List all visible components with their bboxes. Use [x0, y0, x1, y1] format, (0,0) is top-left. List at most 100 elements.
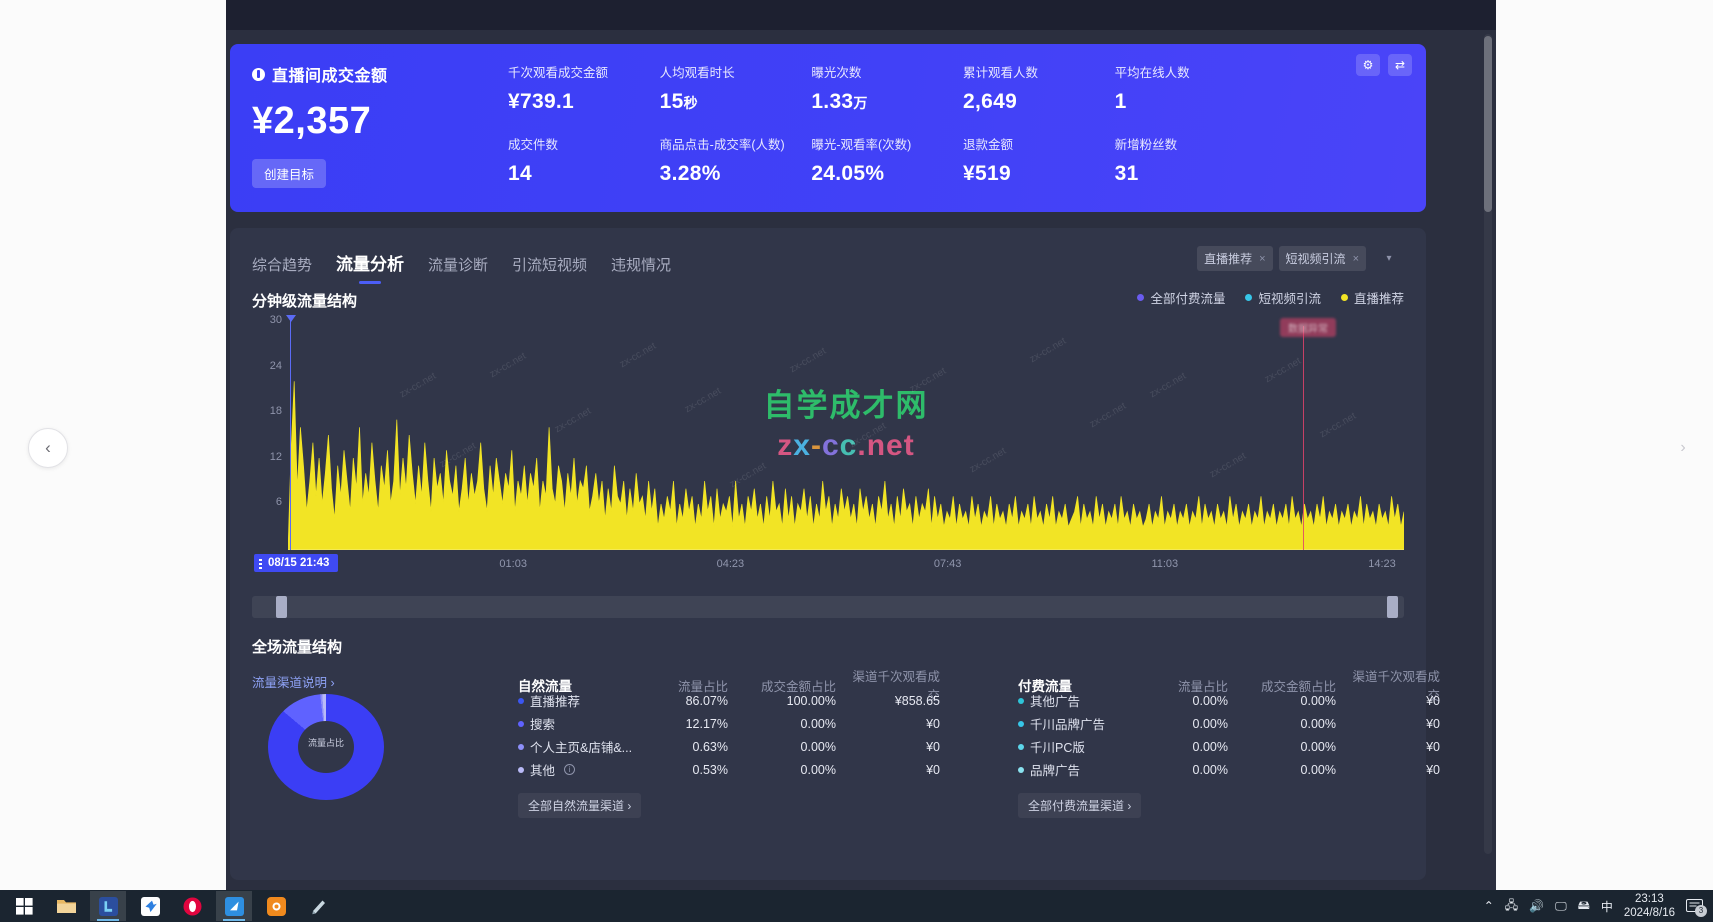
kpi-value: 14 [508, 162, 532, 185]
notifications-icon[interactable]: 3 [1686, 898, 1707, 917]
volume-icon[interactable]: 🔊 [1529, 899, 1545, 913]
browser-icon[interactable] [216, 891, 252, 921]
x-axis-tick: 07:43 [933, 558, 962, 570]
chevron-left-icon[interactable]: ‹ [28, 428, 68, 468]
kpi-item: 新增粉丝数 31 [1115, 138, 1261, 210]
window-titlebar [226, 0, 1496, 30]
kpi-item: 商品点击-成交率(人数) 3.28% [660, 138, 806, 210]
create-goal-button[interactable]: 创建目标 [252, 159, 327, 188]
orange-app-icon[interactable] [258, 891, 294, 921]
filter-tag-list: 直播推荐 × 短视频引流 × ▾ [1197, 246, 1406, 271]
close-icon[interactable]: × [1352, 252, 1359, 265]
tab-traffic-diagnosis[interactable]: 流量诊断 [428, 257, 489, 274]
filter-tag[interactable]: 短视频引流 × [1278, 246, 1366, 271]
series-color-swatch [1018, 697, 1024, 704]
info-dot-icon [252, 67, 265, 81]
channel-name: 其他广告 [1018, 691, 1150, 710]
kpi-value: ¥739.1 [508, 90, 575, 113]
file-explorer-icon[interactable] [48, 891, 84, 921]
kpi-value: 24.05% [811, 162, 885, 185]
minute-traffic-chart[interactable]: 6 12 18 24 30 自学成才网 zx-cc.net 数据异常 zx-cc.net… [252, 314, 1404, 572]
traffic-share-donut: 流量占比 [268, 694, 384, 800]
notes-icon[interactable] [300, 891, 336, 921]
gmv-share: 0.00% [800, 716, 836, 731]
window-scrollbar-thumb[interactable] [1484, 36, 1492, 212]
info-icon[interactable]: i [564, 764, 576, 775]
traffic-share: 86.07% [685, 693, 728, 708]
opera-icon[interactable] [174, 891, 210, 921]
chart-baseline [288, 549, 1404, 550]
chart-cursor-badge[interactable]: 08/15 21:43 [254, 554, 339, 572]
channel-note-link[interactable]: 流量渠道说明 › [252, 676, 335, 690]
app-blue-icon[interactable] [132, 891, 168, 921]
kpi-label: 曝光次数 [811, 66, 862, 80]
range-handle-left[interactable] [276, 596, 287, 618]
gmv-share: 0.00% [800, 762, 836, 777]
table-row: 直播推荐 86.07% 100.00% ¥858.65 [518, 689, 948, 712]
series-color-swatch [1018, 720, 1024, 727]
y-axis-tick: 6 [275, 496, 282, 509]
table-row: 个人主页&店铺&... 0.63% 0.00% ¥0 [518, 735, 948, 758]
chart-range-slider[interactable] [252, 596, 1404, 618]
tab-short-video[interactable]: 引流短视频 [512, 257, 588, 274]
all-natural-channels-link[interactable]: 全部自然流量渠道 › [518, 793, 642, 818]
network-icon[interactable]: 🖧 [1504, 897, 1519, 912]
y-axis-tick: 30 [269, 314, 282, 326]
tab-violations[interactable]: 违规情况 [611, 257, 672, 274]
legend-label: 短视频引流 [1258, 292, 1321, 306]
column-header: 渠道千次观看成交 [1352, 670, 1440, 703]
filter-tag-label: 短视频引流 [1285, 252, 1346, 266]
range-handle-right[interactable] [1387, 596, 1398, 618]
ime-indicator[interactable]: 中 [1600, 899, 1613, 914]
clock-date: 2024/8/16 [1623, 907, 1675, 919]
all-paid-channels-link[interactable]: 全部付费流量渠道 › [1018, 793, 1142, 818]
x-axis-tick: 14:23 [1368, 558, 1396, 570]
channel-name: 品牌广告 [1018, 760, 1150, 779]
series-color-swatch [1018, 766, 1024, 773]
kpi-item: 累计观看人数 2,649 [963, 66, 1109, 138]
chart-line-series [288, 381, 1404, 550]
y-axis-tick: 12 [269, 450, 282, 463]
chart-x-axis: 08/15 21:43 01:03 04:23 07:43 11:03 14:23 [254, 554, 1404, 578]
kpi-label: 成交件数 [508, 138, 559, 152]
tab-bar: 综合趋势 流量分析 流量诊断 引流短视频 违规情况 [252, 250, 671, 284]
table-row: 品牌广告 0.00% 0.00% ¥0 [1018, 758, 1440, 781]
table-row: 千川PC版 0.00% 0.00% ¥0 [1018, 735, 1440, 758]
legend-item[interactable]: 短视频引流 [1245, 288, 1321, 307]
chart-cursor-handle[interactable] [286, 315, 296, 322]
paid-traffic-table: 付费流量 流量占比 成交金额占比 渠道千次观看成交 其他广告 0.00% 0.0… [1018, 666, 1440, 818]
editor-icon[interactable] [90, 891, 126, 921]
chart-title: 分钟级流量结构 [252, 293, 358, 310]
x-axis-tick: 04:23 [716, 558, 745, 570]
chart-plot-area[interactable]: 自学成才网 zx-cc.net 数据异常 zx-cc.net zx-cc.net z… [286, 315, 1404, 550]
window-scrollbar-track[interactable] [1484, 34, 1492, 854]
legend-item[interactable]: 全部付费流量 [1137, 288, 1225, 307]
kpi-label: 曝光-观看率(次数) [811, 138, 912, 152]
per-thousand-gmv: ¥858.65 [894, 693, 940, 708]
usb-icon[interactable]: 🖴 [1577, 897, 1590, 912]
per-thousand-gmv: ¥0 [926, 739, 940, 754]
chevron-down-icon[interactable]: ▾ [1386, 253, 1392, 264]
swap-icon[interactable]: ⇄ [1388, 54, 1412, 76]
taskbar-apps [0, 891, 336, 921]
windows-start-icon[interactable] [6, 891, 42, 921]
display-icon[interactable]: 🖵 [1555, 898, 1567, 913]
gmv-share: 0.00% [800, 739, 836, 754]
filter-tag[interactable]: 直播推荐 × [1197, 246, 1273, 271]
legend-item[interactable]: 直播推荐 [1340, 288, 1404, 307]
tab-traffic-analysis[interactable]: 流量分析 [336, 250, 404, 284]
primary-metric: 直播间成交金额 ¥2,357 创建目标 [252, 62, 512, 188]
legend-label: 直播推荐 [1353, 292, 1404, 306]
chevron-right-icon[interactable]: › [1680, 439, 1686, 456]
per-thousand-gmv: ¥0 [1426, 693, 1440, 708]
kpi-item: 曝光-观看率(次数) 24.05% [811, 138, 957, 210]
chevron-up-icon[interactable]: ⌃ [1483, 899, 1494, 913]
kpi-value: 2,649 [963, 90, 1018, 113]
kpi-item: 千次观看成交金额 ¥739.1 [508, 66, 654, 138]
traffic-share: 0.00% [1192, 693, 1228, 708]
clock[interactable]: 23:13 2024/8/16 [1624, 892, 1675, 921]
gear-icon[interactable]: ⚙ [1356, 54, 1380, 76]
chart-cursor-line[interactable] [286, 315, 296, 550]
tab-comprehensive-trend[interactable]: 综合趋势 [252, 257, 313, 274]
close-icon[interactable]: × [1259, 252, 1266, 265]
